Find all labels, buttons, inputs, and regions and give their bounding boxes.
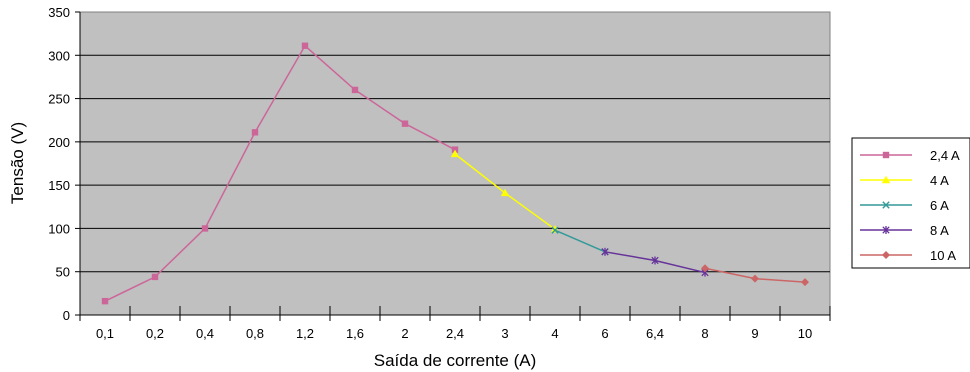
x-tick-label: 0,4 [196, 326, 214, 341]
data-point [201, 225, 209, 232]
data-point [651, 256, 659, 265]
data-point [450, 149, 460, 158]
y-tick-label: 350 [48, 5, 70, 20]
axes: 0 50 100 150 200 250 300 350 0,1 0,2 0,4 0,8 1,2 1,6 2… [48, 5, 831, 341]
legend-entry: 4 A [860, 173, 949, 188]
legend-marker [882, 151, 890, 159]
y-axis-title: Tensão (V) [8, 122, 27, 204]
y-tick-label: 200 [48, 135, 70, 150]
x-tick-label: 8 [701, 326, 708, 341]
data-point [500, 188, 510, 197]
x-tick-label: 6 [601, 326, 608, 341]
x-tick-label: 2 [401, 326, 408, 341]
data-point [701, 264, 709, 273]
legend-marker [882, 226, 890, 234]
y-tick-label: 300 [48, 48, 70, 63]
data-point [601, 247, 609, 256]
data-point [101, 297, 109, 305]
legend-marker [881, 175, 891, 184]
series-line [554, 229, 606, 253]
legend: 2,4 A 4 A 6 A 8 A 10 A [851, 137, 970, 269]
data-point [451, 146, 459, 153]
data-point [801, 278, 809, 287]
data-point [351, 86, 359, 94]
data-point [551, 226, 559, 234]
legend-entry: 10 A [860, 248, 956, 263]
y-tick-label: 150 [48, 178, 70, 193]
x-tick-label: 0,1 [96, 326, 114, 341]
series-line [104, 44, 456, 302]
legend-marker [882, 251, 890, 259]
legend-entry: 6 A [860, 198, 949, 213]
data-point [301, 42, 309, 49]
x-axis-title: Saída de corrente (A) [374, 351, 537, 370]
y-tick-label: 100 [48, 221, 70, 236]
x-tick-label: 2,4 [446, 326, 464, 341]
plot-area [79, 11, 831, 316]
data-point [751, 274, 759, 283]
x-tick-label: 3 [501, 326, 508, 341]
data-point [251, 129, 259, 136]
x-tick-label: 9 [751, 326, 758, 341]
series-layer [101, 42, 809, 305]
legend-label: 4 A [930, 173, 949, 188]
legend-entry: 8 A [860, 223, 949, 238]
y-tick-label: 50 [56, 265, 70, 280]
x-tick-label: 4 [551, 326, 558, 341]
legend-marker [882, 201, 890, 209]
legend-entry: 2,4 A [860, 148, 960, 163]
series-5 [701, 264, 809, 287]
x-tick-label: 6,4 [646, 326, 664, 341]
data-point [151, 273, 159, 281]
y-tick-label: 0 [63, 308, 70, 323]
y-tick-label: 250 [48, 92, 70, 107]
data-point [401, 120, 409, 127]
legend-label: 8 A [930, 223, 949, 238]
legend-box [851, 137, 970, 269]
x-tick-label: 0,8 [246, 326, 264, 341]
legend-label: 10 A [930, 248, 956, 263]
x-tick-label: 10 [798, 326, 812, 341]
x-tick-label: 1,6 [346, 326, 364, 341]
legend-label: 6 A [930, 198, 949, 213]
legend-label: 2,4 A [930, 148, 960, 163]
x-tick-label: 0,2 [146, 326, 164, 341]
series-4 [601, 247, 709, 277]
series-1 [101, 42, 459, 305]
x-tick-label: 1,2 [296, 326, 314, 341]
